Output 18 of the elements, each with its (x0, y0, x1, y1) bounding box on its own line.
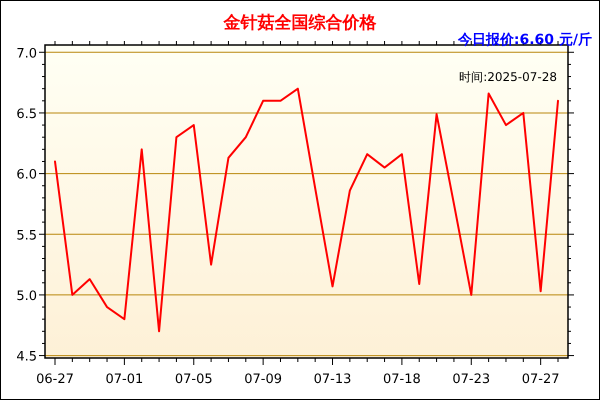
y-tick-label: 4.5 (16, 350, 37, 365)
annotation: 今日报价:6.60 元/斤 (456, 31, 592, 48)
x-tick-label: 07-09 (244, 372, 282, 387)
y-tick-label: 5.0 (16, 288, 37, 304)
y-tick-label: 6.5 (16, 106, 37, 122)
x-tick-label: 07-13 (314, 372, 352, 387)
line-series (54, 88, 559, 332)
x-tick-label: 07-27 (522, 372, 560, 387)
chart-title: 金针菇全国综合价格 (222, 13, 378, 33)
y-tick-label: 7.0 (16, 46, 37, 62)
annotation: 时间:2025-07-28 (459, 70, 557, 84)
x-tick-label: 07-23 (452, 372, 490, 387)
x-tick-label: 07-01 (105, 372, 144, 387)
y-tick-label: 5.5 (16, 228, 37, 244)
x-tick-label: 07-05 (174, 372, 213, 387)
y-tick-label: 6.0 (16, 168, 37, 183)
x-tick-label: 06-27 (36, 372, 74, 387)
x-tick-label: 07-18 (383, 372, 421, 387)
